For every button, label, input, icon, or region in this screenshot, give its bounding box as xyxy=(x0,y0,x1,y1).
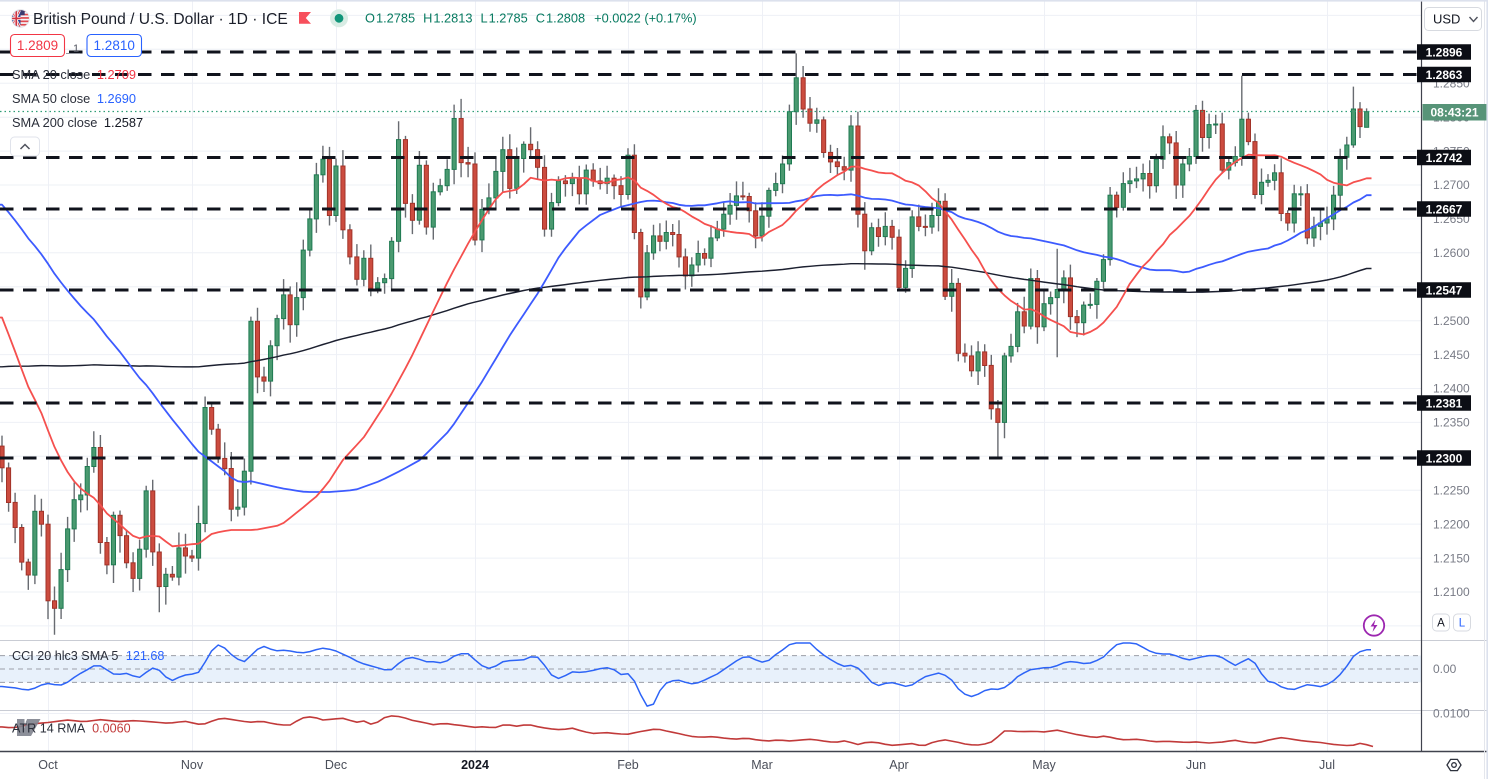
svg-text:May: May xyxy=(1032,758,1056,772)
svg-text:Mar: Mar xyxy=(751,758,773,772)
svg-text:SMA 20 close 1.2709: SMA 20 close 1.2709 xyxy=(12,67,136,82)
svg-text:1.2547: 1.2547 xyxy=(1426,283,1463,297)
svg-text:L: L xyxy=(1459,618,1466,630)
svg-text:1.2250: 1.2250 xyxy=(1433,483,1470,497)
svg-text:1.2200: 1.2200 xyxy=(1433,517,1470,531)
svg-text:Nov: Nov xyxy=(181,758,204,772)
svg-text:1.2742: 1.2742 xyxy=(1426,151,1463,165)
svg-text:1.2896: 1.2896 xyxy=(1426,45,1463,59)
svg-text:Jun: Jun xyxy=(1186,758,1206,772)
svg-text:1.2100: 1.2100 xyxy=(1433,585,1470,599)
svg-text:Apr: Apr xyxy=(889,758,908,772)
svg-text:ATR 14 RMA 0.0060: ATR 14 RMA 0.0060 xyxy=(12,722,131,736)
svg-text:Oct: Oct xyxy=(38,758,58,772)
svg-text:1.2450: 1.2450 xyxy=(1433,348,1470,362)
svg-text:A: A xyxy=(1437,618,1445,630)
svg-text:1.2863: 1.2863 xyxy=(1426,68,1463,82)
svg-text:1.2700: 1.2700 xyxy=(1433,178,1470,192)
svg-text:SMA 200 close 1.2587: SMA 200 close 1.2587 xyxy=(12,115,143,130)
svg-text:08:43:21: 08:43:21 xyxy=(1430,106,1478,120)
svg-text:1.2667: 1.2667 xyxy=(1426,202,1463,216)
svg-text:1.2809: 1.2809 xyxy=(17,38,58,53)
svg-text:1.2381: 1.2381 xyxy=(1426,396,1463,410)
svg-text:British Pound / U.S. Dollar ·: British Pound / U.S. Dollar · 1D · ICE xyxy=(33,11,288,28)
svg-text:Feb: Feb xyxy=(617,758,639,772)
svg-text:1.2350: 1.2350 xyxy=(1433,416,1470,430)
svg-text:Jul: Jul xyxy=(1319,758,1335,772)
svg-text:0.0100: 0.0100 xyxy=(1433,707,1470,721)
svg-text:1.2500: 1.2500 xyxy=(1433,314,1470,328)
svg-text:SMA 50 close 1.2690: SMA 50 close 1.2690 xyxy=(12,91,136,106)
svg-text:Dec: Dec xyxy=(325,758,347,772)
svg-text:2024: 2024 xyxy=(461,758,489,772)
svg-text:1.2150: 1.2150 xyxy=(1433,551,1470,565)
svg-text:1.2300: 1.2300 xyxy=(1426,451,1463,465)
svg-text:CCI 20 hlc3 SMA 5 121.68: CCI 20 hlc3 SMA 5 121.68 xyxy=(12,649,164,663)
svg-text:1.2400: 1.2400 xyxy=(1433,382,1470,396)
svg-text:1: 1 xyxy=(73,43,79,55)
svg-text:1.2810: 1.2810 xyxy=(94,38,135,53)
svg-text:0.00: 0.00 xyxy=(1433,662,1457,676)
svg-text:1.2600: 1.2600 xyxy=(1433,246,1470,260)
svg-text:USD: USD xyxy=(1433,12,1460,27)
